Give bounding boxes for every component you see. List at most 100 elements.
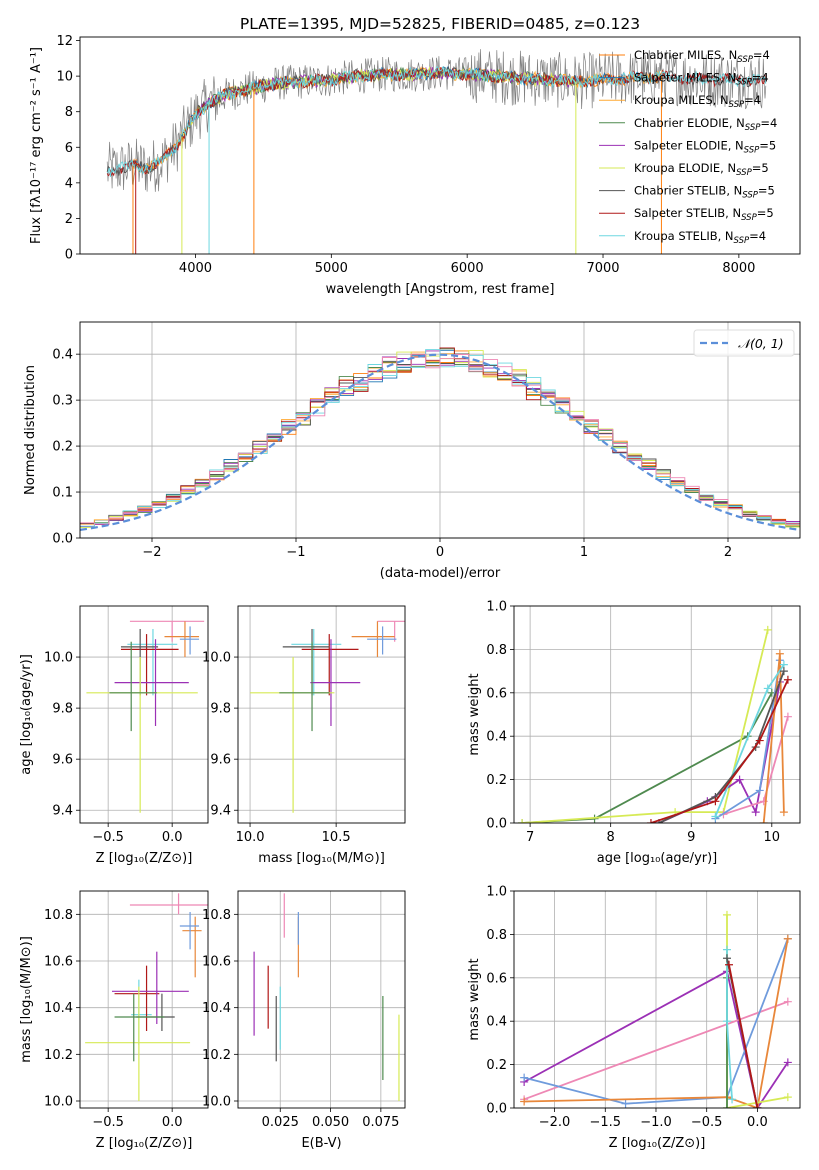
legend-label-text: Chabrier STELIB, N xyxy=(634,184,742,198)
x-tick-label: −0.5 xyxy=(92,1115,124,1130)
x-axis-label: mass [log₁₀(M/M⊙)] xyxy=(258,851,385,866)
axes-frame xyxy=(79,605,209,824)
legend-label: Kroupa MILES, NSSP=4 xyxy=(634,93,761,110)
panel-residuals: −2 −1 0 1 2 0.0 0.1 0.2 0.3 0.4 (data-model)/error… xyxy=(23,321,801,581)
weight-series-line-1 xyxy=(523,1000,789,1101)
legend-box xyxy=(693,329,795,357)
legend-label-tail: =4 xyxy=(760,116,777,130)
x-axis-label: age [log₁₀(age/yr)] xyxy=(597,851,718,866)
x-tick-label: 10.5 xyxy=(322,830,351,845)
y-tick-label: 0.2 xyxy=(486,773,507,788)
y-tick-label: 9.4 xyxy=(52,804,73,819)
x-tick-label: 8000 xyxy=(722,261,755,276)
normal-distribution-curve xyxy=(80,353,800,531)
x-tick-label: 0.0 xyxy=(162,1115,183,1130)
weight-point-marker xyxy=(783,997,792,1006)
panel-mass_vs_Z: −0.5 0.0 10.0 10.2 10.4 10.6 10.8 Z [log₁₀(Z/Z⊙… xyxy=(19,890,209,1151)
chart-title: PLATE=1395, MJD=52825, FIBERID=0485, z=0… xyxy=(240,15,640,33)
y-tick-label: 0.4 xyxy=(52,348,73,363)
data-point-5 xyxy=(136,993,175,1031)
y-tick-label: 10.8 xyxy=(202,908,231,923)
y-axis-label: mass [log₁₀(M/M⊙)] xyxy=(19,936,34,1063)
weight-point-marker xyxy=(783,1058,792,1067)
weight-point-marker xyxy=(759,819,768,823)
data-point-2 xyxy=(367,626,397,655)
x-tick-label: 6000 xyxy=(451,261,484,276)
legend-label: Kroupa ELODIE, NSSP=5 xyxy=(634,161,769,178)
data-point-3 xyxy=(127,628,178,696)
legend-label: Chabrier MILES, NSSP=4 xyxy=(634,48,770,65)
y-tick-label: 1.0 xyxy=(486,885,507,900)
y-tick-label: 10.0 xyxy=(44,651,73,666)
y-tick-label: 0 xyxy=(65,248,73,263)
data-point-6 xyxy=(310,639,361,726)
axes-frame xyxy=(513,890,801,1109)
weight-point-marker xyxy=(783,675,792,684)
data-point-2 xyxy=(179,912,200,950)
weight-point-marker xyxy=(775,649,784,658)
legend-label-tail: =4 xyxy=(753,48,770,62)
legend-label-sub: SSP xyxy=(745,123,761,133)
weight-series-line-0 xyxy=(522,692,773,823)
y-tick-label: 9.6 xyxy=(52,753,73,768)
weight-point-marker xyxy=(722,910,731,919)
x-axis-label: Z [log₁₀(Z/Z⊙)] xyxy=(609,1136,706,1151)
y-tick-label: 4 xyxy=(65,176,73,191)
data-point-0 xyxy=(129,620,205,642)
data-point-8 xyxy=(109,641,157,732)
legend-label: Kroupa STELIB, NSSP=4 xyxy=(634,229,766,246)
x-tick-label: 0.075 xyxy=(362,1115,399,1130)
x-tick-label: 7000 xyxy=(586,261,619,276)
weight-series-line-2 xyxy=(523,938,789,1105)
x-tick-label: 9 xyxy=(687,830,695,845)
weight-point-marker xyxy=(753,1104,762,1108)
x-tick-label: 0.050 xyxy=(312,1115,349,1130)
x-tick-label: 0.0 xyxy=(162,830,183,845)
x-tick-label: 4000 xyxy=(179,261,212,276)
axes-frame xyxy=(79,36,801,255)
weight-point-marker xyxy=(722,954,731,963)
y-tick-label: 0.2 xyxy=(486,1058,507,1073)
legend-label-text: Kroupa ELODIE, N xyxy=(634,161,736,175)
x-tick-label: 10 xyxy=(764,830,781,845)
legend-label-tail: =4 xyxy=(749,229,766,243)
weight-point-marker xyxy=(711,812,720,821)
y-tick-label: 8 xyxy=(65,105,73,120)
weight-point-marker xyxy=(755,786,764,795)
weight-series-line-0 xyxy=(523,969,789,1108)
legend-label-text: Kroupa STELIB, N xyxy=(634,229,734,243)
x-tick-label: −0.5 xyxy=(92,830,124,845)
panel-age_vs_Z: −0.5 0.0 9.4 9.6 9.8 10.0 Z [log₁₀(Z/Z⊙)] age [… xyxy=(19,605,209,866)
legend-label-sub: SSP xyxy=(741,213,757,223)
weight-point-marker xyxy=(722,945,731,954)
y-tick-label: 2 xyxy=(65,212,73,227)
legend-label: Chabrier ELODIE, NSSP=4 xyxy=(634,116,777,133)
axes-frame xyxy=(237,890,406,1109)
legend-label-sub: SSP xyxy=(737,55,753,65)
legend-label: Salpeter ELODIE, NSSP=5 xyxy=(634,138,776,155)
x-axis-label: E(B-V) xyxy=(301,1136,341,1151)
weight-point-marker xyxy=(779,667,788,676)
legend-label-tail: =5 xyxy=(759,138,776,152)
weight-point-marker xyxy=(735,775,744,784)
weight-series-line-1 xyxy=(522,629,769,823)
x-tick-label: 7 xyxy=(526,830,534,845)
x-axis-label: Z [log₁₀(Z/Z⊙)] xyxy=(96,851,193,866)
y-tick-label: 9.8 xyxy=(210,702,231,717)
y-tick-label: 10.0 xyxy=(202,651,231,666)
y-tick-label: 10.2 xyxy=(44,1048,73,1063)
weight-point-marker xyxy=(646,819,655,823)
y-tick-label: 0.8 xyxy=(486,928,507,943)
weight-point-marker xyxy=(711,797,720,806)
weight-series-line-3 xyxy=(524,938,789,1108)
axes-frame xyxy=(79,890,209,1109)
x-tick-label: −1.5 xyxy=(589,1115,621,1130)
data-point-8 xyxy=(114,993,165,1062)
x-tick-label: −2.0 xyxy=(539,1115,571,1130)
data-point-6 xyxy=(114,639,189,726)
legend-label-tail: =4 xyxy=(744,93,761,107)
weight-point-marker xyxy=(728,1095,737,1104)
legend-label-sub: SSP xyxy=(734,236,750,246)
y-tick-label: 9.4 xyxy=(210,804,231,819)
